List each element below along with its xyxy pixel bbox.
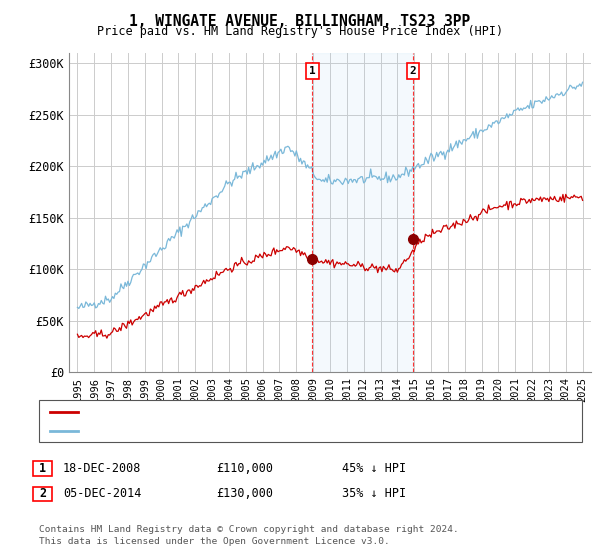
Text: 1: 1 — [309, 66, 316, 76]
Text: 1: 1 — [39, 462, 46, 475]
Text: 1, WINGATE AVENUE, BILLINGHAM, TS23 3PP (detached house): 1, WINGATE AVENUE, BILLINGHAM, TS23 3PP … — [82, 407, 446, 417]
Text: Price paid vs. HM Land Registry's House Price Index (HPI): Price paid vs. HM Land Registry's House … — [97, 25, 503, 38]
Text: 1, WINGATE AVENUE, BILLINGHAM, TS23 3PP: 1, WINGATE AVENUE, BILLINGHAM, TS23 3PP — [130, 14, 470, 29]
Text: 2: 2 — [39, 487, 46, 501]
Bar — [313, 53, 413, 372]
Text: Contains HM Land Registry data © Crown copyright and database right 2024.: Contains HM Land Registry data © Crown c… — [39, 525, 459, 534]
Text: 18-DEC-2008: 18-DEC-2008 — [63, 462, 142, 475]
Text: 05-DEC-2014: 05-DEC-2014 — [63, 487, 142, 501]
Text: This data is licensed under the Open Government Licence v3.0.: This data is licensed under the Open Gov… — [39, 537, 390, 546]
Text: 45% ↓ HPI: 45% ↓ HPI — [342, 462, 406, 475]
Text: £110,000: £110,000 — [216, 462, 273, 475]
Text: HPI: Average price, detached house, Stockton-on-Tees: HPI: Average price, detached house, Stoc… — [82, 427, 420, 436]
Text: 2: 2 — [409, 66, 416, 76]
Text: 35% ↓ HPI: 35% ↓ HPI — [342, 487, 406, 501]
Text: £130,000: £130,000 — [216, 487, 273, 501]
